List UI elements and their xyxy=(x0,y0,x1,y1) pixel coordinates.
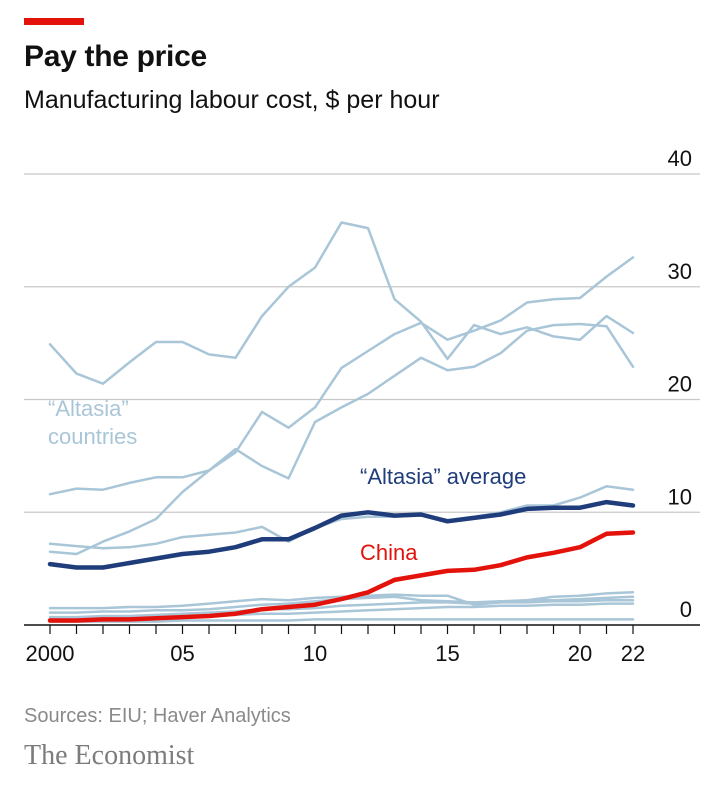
altasia-countries-label: “Altasia” countries xyxy=(48,396,137,449)
china-line xyxy=(47,530,636,623)
x-axis: 2000 05 10 15 20 22 xyxy=(24,624,700,666)
y-tick-label: 20 xyxy=(668,372,692,397)
x-tick-label: 22 xyxy=(621,641,645,666)
x-tick-label: 10 xyxy=(303,641,327,666)
chart-subtitle: Manufacturing labour cost, $ per hour xyxy=(24,86,440,114)
line-chart: 0 10 20 30 40 2000 05 10 15 20 22 “Altasia” countr… xyxy=(24,146,700,666)
altasia-countries-line xyxy=(48,221,635,385)
y-tick-label: 40 xyxy=(668,146,692,171)
y-tick-label: 0 xyxy=(680,597,692,622)
altasia-countries-line xyxy=(48,256,635,556)
publisher-logo: The Economist xyxy=(24,740,195,771)
china-label: China xyxy=(360,540,418,565)
series-lines xyxy=(47,221,636,623)
altasia-average-line xyxy=(47,499,636,570)
y-tick-label: 10 xyxy=(668,484,692,509)
y-axis-tick-labels: 0 10 20 30 40 xyxy=(668,146,692,622)
gridlines xyxy=(24,173,700,513)
annotations: “Altasia” countries “Altasia” average China xyxy=(48,396,526,565)
x-tick-label: 20 xyxy=(568,641,592,666)
altasia-countries-line xyxy=(48,485,635,550)
x-tick-label: 05 xyxy=(170,641,194,666)
source-note: Sources: EIU; Haver Analytics xyxy=(24,705,291,727)
y-tick-label: 30 xyxy=(668,259,692,284)
brand-accent-bar xyxy=(24,18,84,25)
altasia-countries-line xyxy=(48,618,635,623)
x-tick-label: 15 xyxy=(435,641,459,666)
x-tick-label: 2000 xyxy=(26,641,75,666)
chart-title: Pay the price xyxy=(24,40,207,73)
altasia-countries-line xyxy=(48,598,635,619)
altasia-average-label: “Altasia” average xyxy=(360,464,526,489)
altasia-countries-line xyxy=(48,322,635,496)
